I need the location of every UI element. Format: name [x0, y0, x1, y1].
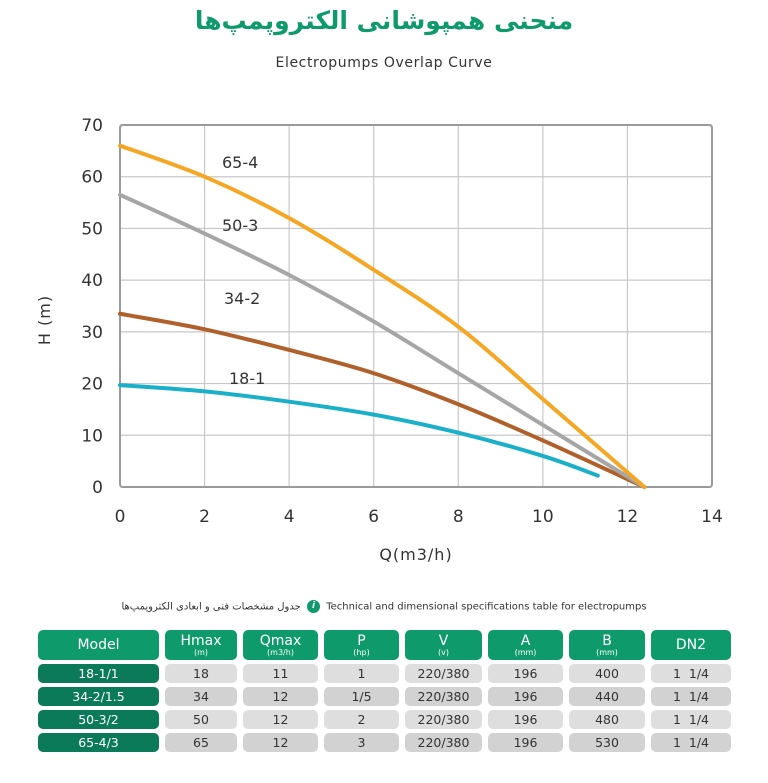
cell-dn2: 1 1/4 — [651, 733, 731, 752]
y-tick-label: 30 — [81, 323, 103, 343]
header-b: B (mm) — [569, 630, 645, 660]
x-axis-label: Q(m3/h) — [379, 545, 452, 564]
y-tick-label: 40 — [81, 271, 103, 291]
cell-b: 400 — [569, 664, 645, 683]
series-line-34-2 — [118, 311, 647, 489]
series-line-18-1 — [118, 383, 600, 478]
cell-p: 3 — [324, 733, 399, 752]
series-label-34-2: 34-2 — [224, 289, 260, 308]
x-tick-label: 12 — [617, 507, 639, 527]
cell-qmax: 11 — [243, 664, 318, 683]
cell-a: 196 — [488, 710, 563, 729]
cell-a: 196 — [488, 664, 563, 683]
x-tick-label: 4 — [284, 507, 295, 527]
table-caption: جدول مشخصات فنی و ابعادی الکتروپمپ‌ها i … — [0, 600, 768, 613]
info-icon: i — [307, 600, 320, 613]
cell-dn2: 1 1/4 — [651, 710, 731, 729]
series-label-18-1: 18-1 — [229, 369, 265, 388]
cell-v: 220/380 — [405, 710, 482, 729]
table-row: 34-2/1.5 34 12 1/5 220/380 196 440 1 1/4 — [38, 687, 740, 706]
x-tick-label: 0 — [115, 507, 126, 527]
cell-dn2: 1 1/4 — [651, 664, 731, 683]
series-label-50-3: 50-3 — [222, 216, 258, 235]
y-tick-label: 0 — [92, 478, 103, 498]
cell-qmax: 12 — [243, 687, 318, 706]
y-axis-label: H (m) — [35, 295, 54, 345]
cell-model: 34-2/1.5 — [38, 687, 159, 706]
cell-model: 50-3/2 — [38, 710, 159, 729]
y-tick-label: 60 — [81, 168, 103, 188]
page-title-en: Electropumps Overlap Curve — [275, 55, 493, 71]
header-p: P (hp) — [324, 630, 399, 660]
y-tick-label: 70 — [81, 116, 103, 136]
series-line-65-4 — [118, 143, 647, 489]
header-model: Model — [38, 630, 159, 660]
header-a: A (mm) — [488, 630, 563, 660]
plot-frame — [119, 124, 713, 488]
cell-v: 220/380 — [405, 664, 482, 683]
cell-qmax: 12 — [243, 733, 318, 752]
header-dn2: DN2 — [651, 630, 731, 660]
caption-en: Technical and dimensional specifications… — [326, 601, 647, 613]
series-lines — [118, 143, 647, 489]
x-tick-label: 2 — [199, 507, 210, 527]
cell-a: 196 — [488, 733, 563, 752]
x-tick-label: 10 — [532, 507, 554, 527]
x-ticks: 0 2 4 6 8 10 12 14 — [115, 507, 723, 527]
table-header-row: Model Hmax (m) Qmax (m3/h) P (hp) V (v) A (mm… — [38, 630, 740, 660]
cell-b: 440 — [569, 687, 645, 706]
cell-hmax: 50 — [165, 710, 237, 729]
header-v: V (v) — [405, 630, 482, 660]
cell-b: 480 — [569, 710, 645, 729]
table-row: 18-1/1 18 11 1 220/380 196 400 1 1/4 — [38, 664, 740, 683]
y-tick-label: 10 — [81, 426, 103, 446]
specs-table: Model Hmax (m) Qmax (m3/h) P (hp) V (v) A (mm… — [38, 630, 740, 756]
cell-hmax: 18 — [165, 664, 237, 683]
cell-a: 196 — [488, 687, 563, 706]
overlap-chart: 0 2 4 6 8 10 12 14 0 10 20 30 40 50 60 70 Q(m3/h) H (m… — [35, 116, 723, 564]
cell-p: 2 — [324, 710, 399, 729]
x-tick-label: 6 — [368, 507, 379, 527]
series-label-65-4: 65-4 — [222, 153, 258, 172]
cell-dn2: 1 1/4 — [651, 687, 731, 706]
cell-p: 1 — [324, 664, 399, 683]
table-row: 50-3/2 50 12 2 220/380 196 480 1 1/4 — [38, 710, 740, 729]
y-ticks: 0 10 20 30 40 50 60 70 — [81, 116, 103, 498]
cell-qmax: 12 — [243, 710, 318, 729]
caption-fa: جدول مشخصات فنی و ابعادی الکتروپمپ‌ها — [121, 601, 301, 613]
cell-p: 1/5 — [324, 687, 399, 706]
series-line-50-3 — [118, 192, 647, 489]
cell-b: 530 — [569, 733, 645, 752]
y-tick-label: 50 — [81, 219, 103, 239]
header-hmax: Hmax (m) — [165, 630, 237, 660]
page-title-fa: منحنی همپوشانی الکتروپمپ‌ها — [194, 6, 574, 35]
table-row: 65-4/3 65 12 3 220/380 196 530 1 1/4 — [38, 733, 740, 752]
cell-hmax: 65 — [165, 733, 237, 752]
x-tick-label: 14 — [701, 507, 723, 527]
x-tick-label: 8 — [453, 507, 464, 527]
cell-model: 65-4/3 — [38, 733, 159, 752]
cell-model: 18-1/1 — [38, 664, 159, 683]
cell-hmax: 34 — [165, 687, 237, 706]
y-tick-label: 20 — [81, 375, 103, 395]
cell-v: 220/380 — [405, 733, 482, 752]
cell-v: 220/380 — [405, 687, 482, 706]
header-qmax: Qmax (m3/h) — [243, 630, 318, 660]
